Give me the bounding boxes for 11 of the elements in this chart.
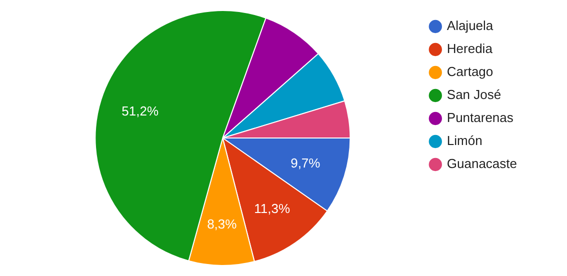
data-label: 51,2% <box>122 103 159 118</box>
legend-label: Puntarenas <box>446 110 514 126</box>
legend-label: San José <box>446 87 502 102</box>
legend-label: Cartago <box>446 64 494 80</box>
data-label: 8,3% <box>207 216 238 232</box>
data-label: 11,3% <box>254 200 290 216</box>
legend-label: Alajuela <box>446 18 494 34</box>
legend-label: Heredia <box>446 41 494 56</box>
legend-label: Guanacaste <box>446 156 518 172</box>
legend-label: Limón <box>446 133 482 148</box>
data-label: 9,7% <box>290 156 321 171</box>
